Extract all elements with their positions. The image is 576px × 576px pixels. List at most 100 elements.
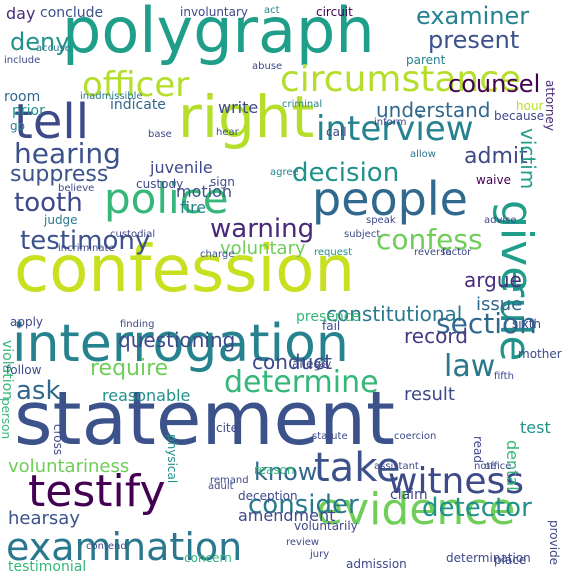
cloud-word: waive bbox=[476, 173, 511, 187]
cloud-word: prior bbox=[12, 103, 45, 119]
cloud-word: deception bbox=[238, 489, 298, 503]
cloud-word: assistant bbox=[374, 461, 419, 472]
cloud-word: deny bbox=[10, 28, 70, 56]
cloud-word: require bbox=[90, 356, 169, 381]
cloud-word: questioning bbox=[118, 328, 236, 352]
cloud-word: statute bbox=[312, 431, 348, 442]
cloud-word: examiner bbox=[416, 2, 530, 30]
cloud-word: concern bbox=[184, 551, 232, 565]
cloud-word: allege bbox=[292, 357, 329, 371]
cloud-word: conduct bbox=[252, 350, 333, 374]
cloud-word: hearing bbox=[14, 137, 121, 170]
cloud-word: parent bbox=[406, 53, 446, 67]
cloud-word: circumstance bbox=[280, 59, 522, 100]
cloud-word: coercion bbox=[394, 431, 437, 442]
cloud-word: juvenile bbox=[150, 158, 213, 177]
cloud-word: accuse bbox=[36, 43, 71, 54]
cloud-word: understand bbox=[376, 98, 491, 122]
cloud-word: finding bbox=[120, 319, 155, 330]
cloud-word: conclude bbox=[40, 5, 104, 21]
cloud-word: call bbox=[326, 125, 347, 139]
cloud-word: victim bbox=[516, 128, 540, 190]
cloud-word: constitutional bbox=[326, 302, 463, 326]
cloud-word: cross bbox=[51, 424, 65, 456]
cloud-word: mother bbox=[518, 347, 562, 361]
cloud-word: place bbox=[494, 553, 527, 567]
cloud-word: fail bbox=[322, 319, 341, 333]
cloud-word: reverse bbox=[414, 247, 452, 258]
cloud-word: judge bbox=[44, 213, 78, 227]
cloud-word: contend bbox=[86, 541, 127, 552]
cloud-word: provide bbox=[547, 520, 561, 566]
cloud-word: write bbox=[218, 98, 259, 117]
cloud-word: hear bbox=[216, 127, 239, 138]
cloud-word: believe bbox=[58, 183, 95, 194]
cloud-word: reasonable bbox=[102, 386, 191, 405]
cloud-word: admit bbox=[464, 144, 528, 169]
cloud-word: suppress bbox=[10, 162, 109, 187]
cloud-word: officer bbox=[82, 65, 190, 105]
cloud-word: allow bbox=[410, 149, 436, 160]
cloud-word: indicate bbox=[110, 97, 166, 113]
cloud-word: claim bbox=[390, 487, 428, 503]
cloud-word: reason bbox=[254, 463, 295, 477]
cloud-word: follow bbox=[6, 363, 42, 377]
cloud-word: fire bbox=[180, 198, 207, 217]
cloud-word: record bbox=[404, 324, 468, 348]
cloud-word: attorney bbox=[543, 80, 557, 131]
cloud-word: examination bbox=[6, 525, 243, 569]
cloud-word: involuntary bbox=[180, 5, 249, 19]
cloud-word: inadmissible bbox=[80, 91, 143, 102]
cloud-word: police bbox=[104, 174, 229, 223]
cloud-word: day bbox=[6, 4, 36, 23]
cloud-word: testimony bbox=[20, 226, 151, 256]
cloud-word: base bbox=[148, 129, 172, 140]
cloud-word: determine bbox=[224, 365, 379, 400]
cloud-word: request bbox=[314, 247, 353, 258]
cloud-word: section bbox=[436, 307, 537, 340]
cloud-word: issue bbox=[476, 294, 523, 315]
cloud-word: take bbox=[314, 445, 401, 491]
cloud-word: confess bbox=[376, 223, 483, 256]
cloud-word: sixth bbox=[512, 317, 541, 331]
cloud-word: act bbox=[264, 5, 280, 16]
cloud-word: witness bbox=[388, 461, 525, 502]
cloud-word: custodial bbox=[110, 229, 156, 240]
cloud-word: people bbox=[312, 172, 468, 226]
cloud-word: test bbox=[520, 418, 551, 437]
cloud-word: polygraph bbox=[62, 0, 375, 67]
cloud-word: law bbox=[444, 349, 496, 384]
cloud-word: inform bbox=[374, 117, 407, 128]
cloud-word: speak bbox=[366, 215, 396, 226]
cloud-word: subject bbox=[344, 229, 381, 240]
cloud-word: admission bbox=[346, 557, 407, 571]
cloud-word: hearsay bbox=[8, 508, 80, 529]
cloud-word: fifth bbox=[494, 371, 514, 382]
cloud-word: hour bbox=[516, 99, 544, 113]
cloud-word: testify bbox=[28, 466, 166, 517]
cloud-word: custody bbox=[136, 177, 184, 191]
cloud-word: statement bbox=[14, 376, 395, 462]
cloud-word: counsel bbox=[448, 70, 541, 98]
cloud-word: detector bbox=[422, 493, 532, 523]
cloud-word: incriminate bbox=[58, 243, 115, 254]
cloud-word: ask bbox=[16, 376, 61, 406]
cloud-word: present bbox=[428, 26, 520, 54]
cloud-word: decision bbox=[292, 158, 400, 188]
cloud-word: know bbox=[254, 458, 318, 486]
cloud-word: testimonial bbox=[8, 559, 87, 575]
cloud-word: determination bbox=[446, 551, 531, 565]
cloud-word: voluntarily bbox=[294, 519, 358, 533]
cloud-word: because bbox=[494, 109, 545, 123]
cloud-word: abuse bbox=[252, 61, 283, 72]
cloud-word: say bbox=[314, 359, 332, 370]
cloud-word: criminal bbox=[282, 99, 323, 110]
cloud-word: agree bbox=[270, 167, 299, 178]
cloud-word: physical bbox=[165, 434, 179, 484]
cloud-word: presence bbox=[296, 309, 361, 325]
cloud-word: interview bbox=[316, 109, 474, 149]
cloud-word: note bbox=[474, 461, 497, 472]
cloud-word: cite bbox=[216, 421, 239, 435]
cloud-word: voluntary bbox=[220, 238, 306, 259]
